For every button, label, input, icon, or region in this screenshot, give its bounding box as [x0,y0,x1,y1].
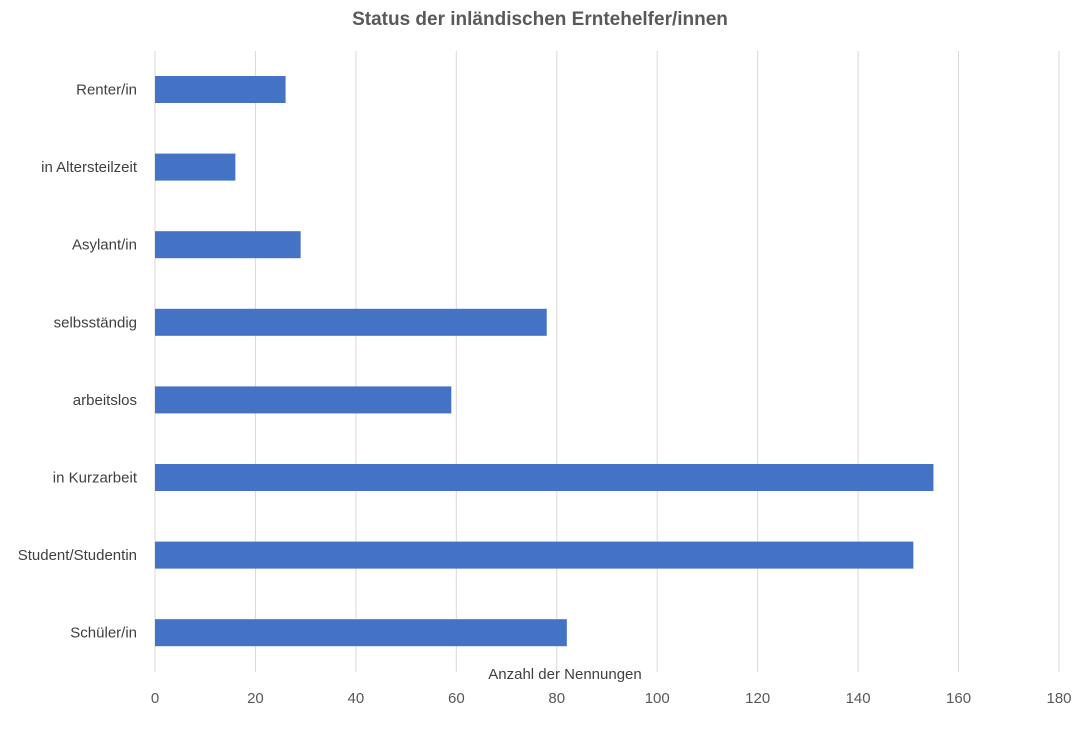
category-label: Renter/in [76,82,137,99]
x-tick-label: 120 [745,690,770,707]
chart-title: Status der inländischen Erntehelfer/inne… [352,9,728,30]
bar [155,153,236,181]
x-tick-label: 160 [946,690,971,707]
category-label: Asylant/in [72,237,137,254]
category-label: Student/Studentin [18,547,137,564]
category-label: selbsständig [54,314,137,331]
category-label: in Altersteilzeit [41,159,138,176]
x-tick-label: 80 [548,690,565,707]
x-tick-label: 0 [151,690,159,707]
x-tick-label: 140 [846,690,871,707]
bar [155,386,452,414]
bar [155,619,567,647]
category-label: arbeitslos [73,392,137,409]
bar [155,308,547,336]
bars [155,76,934,647]
bar [155,541,914,569]
bar [155,464,934,491]
category-label: in Kurzarbeit [53,470,138,487]
x-tick-label: 100 [645,690,670,707]
x-tick-label: 20 [247,690,264,707]
category-label: Schüler/in [70,625,137,642]
x-tick-labels: 0 20 40 60 80 100 120 140 160 180 [151,690,1072,707]
x-tick-label: 180 [1046,690,1071,707]
bar [155,76,286,103]
x-axis-title: Anzahl der Nennungen [488,666,641,683]
x-tick-label: 40 [348,690,365,707]
x-tick-label: 60 [448,690,465,707]
gridlines [154,51,1060,672]
bar [155,231,301,259]
category-labels: Renter/in in Altersteilzeit Asylant/in selb… [18,82,138,642]
